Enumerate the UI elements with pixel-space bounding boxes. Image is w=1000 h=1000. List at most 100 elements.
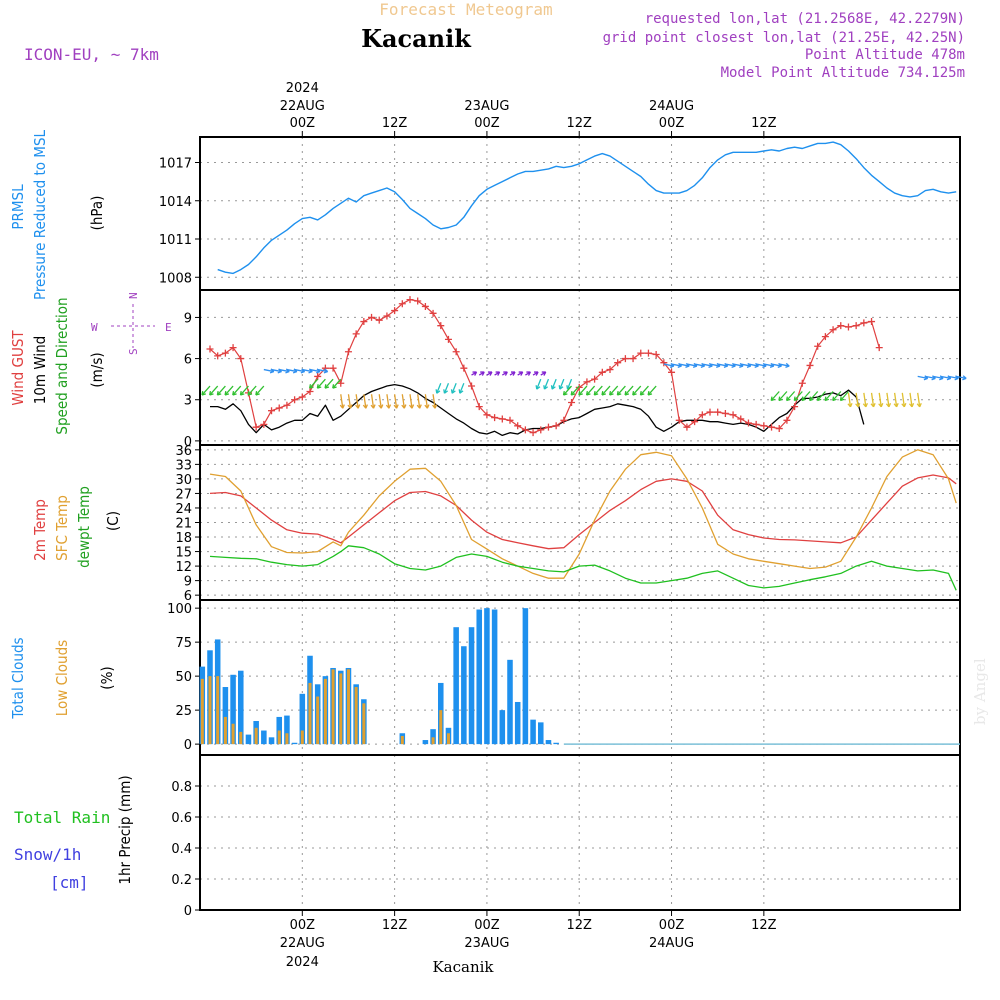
wind-arrow-head: [901, 402, 907, 408]
wind-direction-arrow: [763, 363, 774, 367]
wind-arrow-head: [801, 396, 807, 402]
wind-arrow-head: [916, 402, 922, 408]
gust-marker: [537, 426, 545, 434]
gust-marker: [806, 361, 814, 369]
clouds-y-tick-label: 0: [184, 738, 192, 753]
wind-direction-arrow: [459, 383, 465, 394]
wind-arrow-head: [309, 384, 314, 389]
compass-icon: N S W E: [91, 292, 172, 355]
precip-y-tick-label: 0: [184, 904, 192, 919]
gust-marker: [798, 379, 806, 387]
wind-arrow-head: [550, 385, 556, 390]
gust-marker: [860, 319, 868, 327]
wind-arrow-head: [385, 404, 392, 409]
gust-marker: [421, 302, 429, 310]
pressure-y-tick-label: 1008: [159, 271, 192, 286]
temperature-y-tick-label: 33: [175, 458, 192, 473]
wind-direction-arrow: [551, 378, 557, 390]
wind-direction-arrow: [570, 385, 580, 396]
wind-direction-arrow: [893, 392, 898, 407]
low-clouds-bar: [285, 733, 289, 745]
gust-marker: [437, 322, 445, 330]
wind-direction-arrow: [624, 385, 634, 396]
wind-direction-arrow: [436, 383, 442, 394]
wind-direction-arrow: [309, 368, 321, 373]
wind-arrow-head: [393, 404, 399, 409]
low-clouds-bar: [216, 676, 220, 745]
wind-arrow-head: [401, 404, 407, 409]
low-clouds-bar: [323, 678, 327, 745]
wind-direction-arrow: [855, 392, 859, 407]
wind-arrow-head: [624, 390, 630, 396]
wind-direction-arrow: [847, 392, 852, 407]
total-clouds-bar: [530, 719, 536, 745]
gust-marker: [306, 388, 314, 396]
wind-direction-arrow: [601, 385, 611, 396]
bottom-day-label: 22AUG: [280, 936, 325, 951]
low-clouds-bar: [308, 682, 312, 745]
temperature-y-tick-label: 12: [175, 560, 192, 575]
pressure-y-tick-label: 1017: [159, 157, 192, 172]
wind-direction-arrow: [363, 394, 367, 409]
wind-direction-arrow: [778, 391, 788, 401]
footer-location: Kacanik: [432, 958, 494, 976]
gust-marker: [829, 326, 837, 334]
pressure-line: [217, 141, 957, 275]
wind-arrow-head: [639, 390, 645, 396]
wind-arrow-head: [647, 390, 653, 396]
gust-marker: [652, 350, 660, 358]
top-time-tick-label: 12Z: [567, 116, 593, 131]
wind-direction-arrow: [824, 391, 834, 401]
credit-watermark: by Angel: [971, 658, 989, 725]
bottom-time-tick-label: 00Z: [659, 918, 685, 933]
wind-arrow-head: [908, 402, 915, 408]
wind-arrow-head: [778, 396, 783, 402]
wind-direction-arrow: [409, 394, 413, 409]
top-day-label: 24AUG: [649, 99, 694, 114]
wind-arrow-head: [503, 371, 508, 376]
gust-marker: [291, 396, 299, 404]
gust-marker: [514, 422, 522, 430]
wind-direction-arrow: [563, 385, 573, 396]
wind-direction-arrow: [432, 394, 436, 409]
wind-direction-arrow: [536, 378, 542, 390]
bottom-day-label: 24AUG: [649, 936, 694, 951]
wind-direction-arrow: [732, 363, 744, 367]
snow-unit-legend: [cm]: [50, 873, 89, 892]
wind-arrow-head: [770, 396, 776, 402]
requested-coords: requested lon,lat (21.2568E, 42.2279N): [645, 11, 965, 27]
wind-arrow-head: [616, 390, 622, 396]
temperature-y-tick-label: 9: [184, 575, 192, 590]
wind-arrow-head: [526, 371, 531, 376]
wind-frame: [199, 289, 961, 446]
wind-direction-arrow: [725, 363, 736, 367]
wind-direction-arrow: [232, 385, 242, 396]
wind-arrow-head: [793, 396, 799, 402]
wind-arrow-head: [832, 396, 837, 402]
wind-direction-arrow: [566, 378, 573, 390]
gust-marker: [683, 423, 691, 431]
wind-direction-arrow: [201, 385, 211, 396]
wind-arrow-head: [487, 371, 493, 376]
wind-arrow-head: [578, 390, 583, 396]
wind-direction-arrow: [679, 363, 690, 367]
gust-marker: [568, 398, 576, 406]
gust-marker: [229, 344, 237, 352]
low-clouds-bar: [400, 735, 404, 745]
gust-marker: [368, 313, 376, 321]
compass-south: S: [127, 348, 140, 355]
total-clouds-bar: [299, 693, 306, 745]
wind-arrow-head: [443, 389, 449, 394]
total-clouds-bar: [268, 737, 275, 745]
gust-marker: [268, 407, 276, 415]
gust-marker: [498, 415, 506, 423]
wind-direction-arrow: [863, 392, 867, 407]
gust-marker: [344, 348, 352, 356]
gust-marker: [544, 423, 552, 431]
low-clouds-bar: [316, 696, 320, 745]
gust-marker: [629, 355, 637, 363]
gust-marker: [614, 359, 622, 367]
total-clouds-bar: [238, 670, 244, 745]
wind-direction-arrow: [355, 394, 359, 409]
gust-marker: [237, 355, 245, 363]
